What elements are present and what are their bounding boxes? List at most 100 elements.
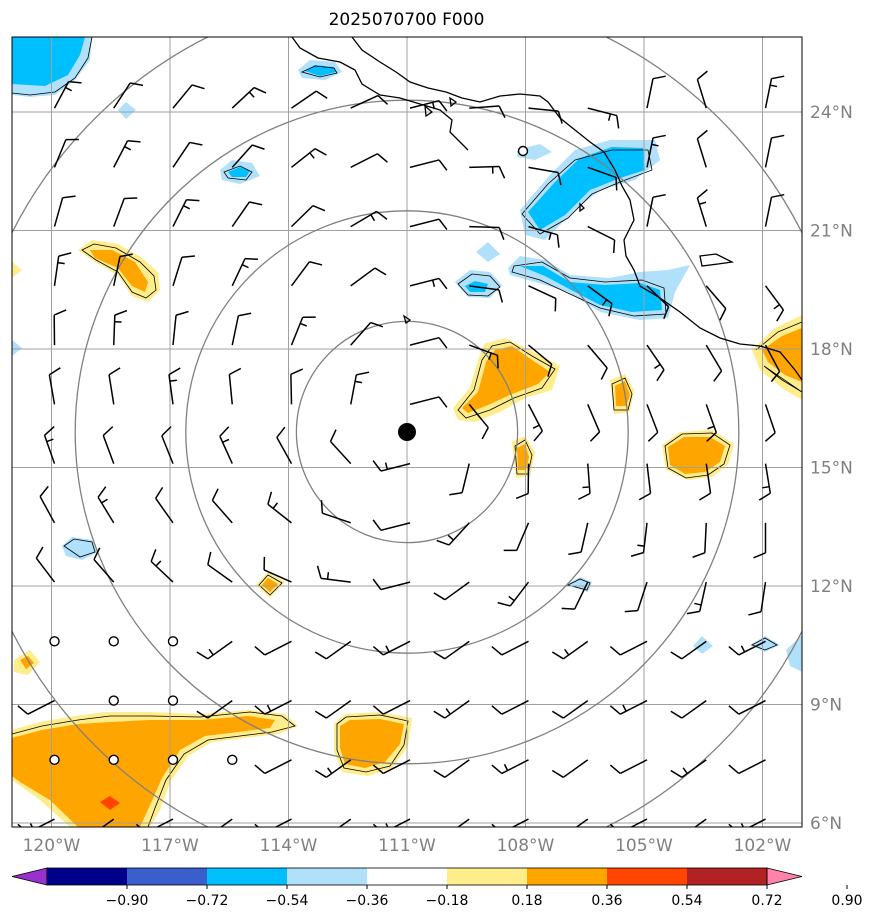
colorbar-tick-label: −0.36 bbox=[346, 893, 389, 909]
negative-anomaly-area bbox=[750, 636, 780, 652]
negative-anomaly-area bbox=[528, 147, 645, 230]
calm-wind-circle bbox=[49, 636, 60, 647]
wind-barb bbox=[350, 94, 389, 109]
positive-anomaly-area bbox=[90, 250, 148, 292]
wind-barb bbox=[53, 80, 82, 109]
wind-barb bbox=[646, 404, 659, 442]
wind-barb bbox=[528, 285, 557, 312]
wind-barb bbox=[338, 818, 352, 827]
wind-barb bbox=[686, 581, 707, 615]
wind-barb bbox=[469, 225, 505, 240]
wind-barb bbox=[228, 367, 242, 405]
wind-barb bbox=[320, 500, 351, 524]
wind-barb bbox=[290, 261, 323, 287]
wind-barb bbox=[409, 277, 448, 290]
colorbar-outline bbox=[46, 867, 768, 886]
wind-barb bbox=[172, 310, 189, 346]
wind-barb bbox=[468, 403, 489, 440]
wind-barb bbox=[372, 460, 411, 472]
wind-barb bbox=[219, 426, 233, 464]
wind-barb bbox=[764, 344, 781, 383]
wind-barb bbox=[578, 463, 591, 501]
wind-barb bbox=[646, 134, 666, 168]
wind-barb bbox=[646, 193, 666, 227]
positive-anomaly-area bbox=[340, 719, 404, 768]
latitude-label: 12°N bbox=[810, 577, 853, 597]
wind-barb bbox=[609, 699, 648, 715]
wind-barb bbox=[587, 285, 613, 317]
calm-wind-circle bbox=[167, 636, 179, 647]
colorbar-tick-label: −0.90 bbox=[106, 893, 149, 909]
wind-barb bbox=[350, 210, 388, 228]
wind-barb bbox=[254, 699, 292, 715]
latitude-label: 18°N bbox=[810, 340, 853, 360]
wind-barb bbox=[101, 818, 115, 827]
wind-barb bbox=[764, 285, 785, 322]
wind-barb bbox=[290, 204, 326, 228]
positive-anomaly-area bbox=[20, 656, 34, 669]
wind-barb bbox=[314, 699, 352, 719]
wind-barb bbox=[587, 225, 616, 254]
colorbar-tick-label: −0.54 bbox=[266, 893, 309, 909]
wind-barb bbox=[693, 818, 707, 827]
wind-barb bbox=[372, 759, 411, 775]
wind-barb bbox=[764, 404, 776, 442]
wind-barb bbox=[696, 189, 708, 227]
wind-barb bbox=[705, 344, 723, 382]
longitude-label: 105°W bbox=[615, 836, 673, 856]
wind-barb bbox=[372, 640, 411, 656]
wind-barb bbox=[231, 144, 265, 168]
wind-barb bbox=[528, 225, 560, 248]
wind-barb bbox=[630, 522, 648, 557]
wind-barb bbox=[433, 759, 470, 778]
colorbar-bin bbox=[527, 868, 607, 885]
wind-barb bbox=[196, 699, 233, 719]
colorbar-tick-label: −0.18 bbox=[426, 893, 469, 909]
wind-barb bbox=[290, 316, 316, 346]
longitude-label: 108°W bbox=[497, 836, 555, 856]
wind-barb bbox=[469, 165, 506, 179]
wind-barb bbox=[551, 699, 589, 719]
wind-barb bbox=[528, 166, 562, 186]
map-content bbox=[12, 37, 802, 827]
wind-barb bbox=[39, 485, 56, 524]
wind-barb bbox=[491, 640, 529, 656]
wind-barb bbox=[329, 429, 352, 465]
wind-barb bbox=[528, 344, 553, 377]
wind-barb bbox=[231, 312, 252, 346]
wind-barb bbox=[433, 699, 470, 719]
wind-barb bbox=[231, 201, 263, 228]
wind-barb bbox=[491, 699, 529, 715]
calm-wind-circle bbox=[517, 145, 529, 157]
wind-barb bbox=[409, 396, 448, 408]
wind-barb bbox=[646, 285, 670, 320]
wind-barb bbox=[433, 640, 470, 660]
wind-barb bbox=[497, 581, 530, 607]
wind-barb bbox=[254, 818, 292, 827]
map-frame bbox=[11, 36, 803, 828]
colorbar-bin bbox=[367, 868, 447, 885]
wind-barb bbox=[491, 818, 529, 827]
calm-wind-circle bbox=[49, 754, 60, 766]
negative-anomaly-area bbox=[786, 635, 802, 672]
wind-barb bbox=[728, 640, 766, 656]
wind-barb bbox=[564, 818, 589, 827]
wind-barb bbox=[646, 75, 666, 109]
wind-barb bbox=[551, 759, 589, 778]
wind-barb bbox=[53, 138, 79, 168]
wind-barb bbox=[150, 549, 174, 583]
calm-wind-circle bbox=[167, 695, 179, 706]
positive-anomaly-area bbox=[100, 796, 120, 810]
wind-barb bbox=[699, 463, 712, 501]
wind-barb bbox=[503, 522, 530, 552]
wind-barb bbox=[468, 344, 499, 369]
wind-barb bbox=[705, 285, 727, 321]
wind-barb bbox=[449, 463, 470, 496]
colorbar-tick-label: −0.72 bbox=[186, 893, 229, 909]
negative-anomaly-area bbox=[693, 636, 713, 654]
calm-wind-circle bbox=[227, 754, 238, 766]
negative-anomaly-area bbox=[228, 167, 250, 177]
wind-barb bbox=[409, 218, 448, 231]
wind-barb bbox=[113, 139, 141, 168]
